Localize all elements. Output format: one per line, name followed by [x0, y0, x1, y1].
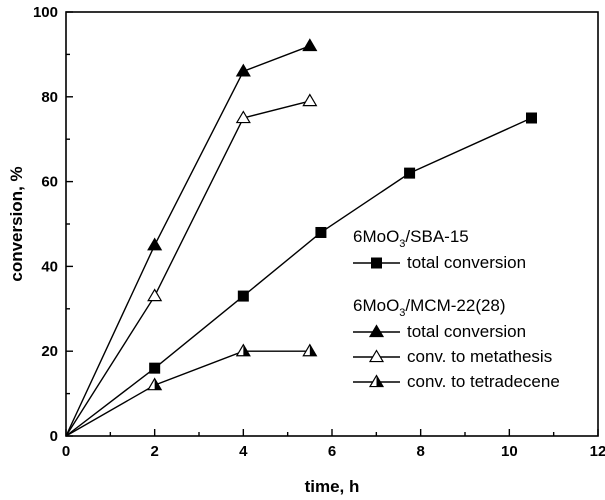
legend-label-3: conv. to tetradecene: [407, 372, 560, 391]
series-2: [65, 93, 318, 437]
y-tick-label: 40: [41, 258, 58, 275]
legend-marker-1: [368, 324, 385, 338]
legend-group-title-1: 6MoO3/MCM-22(28): [353, 296, 506, 319]
x-tick-label: 6: [328, 443, 336, 460]
data-point-s0-1: [149, 362, 161, 374]
series-line-3: [65, 350, 310, 437]
data-point-s2-1: [147, 288, 163, 302]
data-point-s3-2-outline: [235, 343, 251, 357]
legend-title-subscript: 3: [399, 238, 405, 250]
data-point-s3-3: [302, 343, 318, 357]
data-point-s2-3: [302, 93, 318, 107]
data-point-s1-1: [147, 237, 163, 251]
legend-title-subscript: 3: [399, 307, 405, 319]
data-point-s3-3-outline: [302, 343, 318, 357]
series-0: [65, 112, 537, 437]
legend-marker-3: [368, 374, 385, 388]
legend-title-rest: /MCM-22(28): [405, 296, 505, 315]
y-tick-label: 80: [41, 89, 58, 106]
data-point-s1-2: [235, 63, 251, 77]
x-tick-label: 12: [590, 443, 605, 460]
legend-label-0: total conversion: [407, 253, 526, 272]
x-tick-label: 8: [416, 443, 424, 460]
y-tick-label: 20: [41, 343, 58, 360]
series-3: [65, 343, 318, 437]
data-point-s0-4: [404, 167, 416, 179]
data-point-s2-2: [235, 110, 251, 124]
data-point-s0-2: [237, 290, 249, 302]
data-point-s3-1: [147, 377, 163, 391]
legend-marker-0: [371, 257, 382, 269]
axes: 0 2 4 6 8 10 12 0 20 40 60 80 100 time, h conversion, …: [7, 4, 605, 496]
y-tick-label: 100: [33, 4, 58, 21]
y-tick-label: 60: [41, 174, 58, 191]
legend-marker-3-outline: [368, 374, 385, 388]
series-line-1: [65, 45, 311, 437]
x-tick-label: 4: [239, 443, 248, 460]
data-point-s3-1-outline: [147, 377, 163, 391]
legend-marker-2: [368, 349, 385, 363]
series-line-2: [65, 100, 311, 437]
data-point-s0-5: [526, 112, 537, 124]
data-point-s3-2: [235, 343, 251, 357]
y-tick-label: 0: [50, 428, 58, 445]
legend-title-main: 6MoO: [353, 227, 399, 246]
legend-title-rest: /SBA-15: [405, 227, 468, 246]
legend-label-2: conv. to metathesis: [407, 347, 552, 366]
x-axis-title: time, h: [305, 477, 360, 496]
x-tick-label: 0: [62, 443, 70, 460]
plot-series: [65, 38, 537, 437]
legend-title-main: 6MoO: [353, 296, 399, 315]
data-point-s0-3: [315, 226, 327, 238]
x-tick-label: 10: [501, 443, 518, 460]
series-1: [65, 38, 318, 437]
y-axis-title: conversion, %: [7, 166, 26, 281]
series-line-0: [65, 117, 532, 437]
x-tick-label: 2: [150, 443, 158, 460]
legend-group-title-0: 6MoO3/SBA-15: [353, 227, 469, 250]
legend-label-1: total conversion: [407, 322, 526, 341]
data-point-s1-3: [302, 38, 318, 52]
